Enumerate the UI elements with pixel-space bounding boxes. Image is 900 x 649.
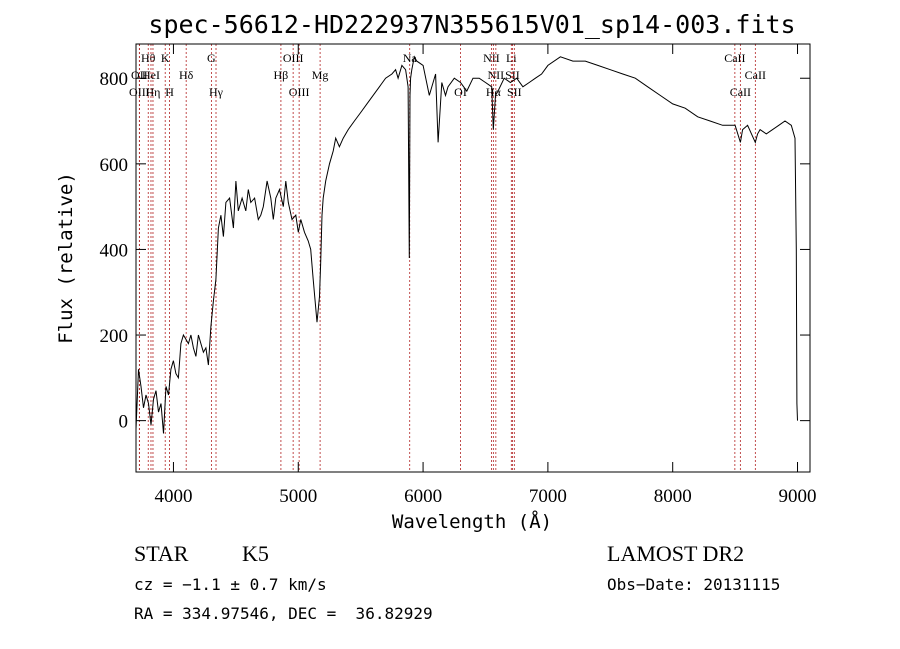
emission-line-label: G xyxy=(207,51,216,65)
y-tick-label: 800 xyxy=(100,69,129,90)
emission-line-label: Hθ xyxy=(141,51,156,65)
y-axis-label: Flux (relative) xyxy=(55,172,77,344)
survey-name: LAMOST DR2 xyxy=(607,541,745,566)
y-tick-label: 0 xyxy=(119,412,129,433)
emission-line-label: NII xyxy=(483,51,500,65)
emission-line-label: SII xyxy=(507,85,522,99)
plot-frame xyxy=(135,43,811,473)
emission-line-label: CaII xyxy=(745,68,766,82)
obs-date: Obs−Date: 20131115 xyxy=(607,575,781,594)
y-tick-label: 600 xyxy=(100,155,129,176)
emission-line-label: CaII xyxy=(730,85,751,99)
emission-line-label: OIII xyxy=(289,85,310,99)
emission-line-label: K xyxy=(161,51,170,65)
subclass: K5 xyxy=(242,541,269,566)
chart-title: spec-56612-HD222937N355615V01_sp14-003.f… xyxy=(148,10,795,39)
x-tick-label: 5000 xyxy=(279,486,317,507)
x-axis-label: Wavelength (Å) xyxy=(392,510,552,533)
emission-line-label: Hα xyxy=(486,85,502,99)
y-tick-label: 200 xyxy=(100,326,129,347)
emission-line-label: HeI xyxy=(142,68,160,82)
emission-line-label: Hγ xyxy=(209,85,224,99)
redshift-text: cz = −1.1 ± 0.7 km/s xyxy=(134,575,327,594)
emission-line-label: OI xyxy=(454,85,467,99)
x-tick-label: 6000 xyxy=(404,486,442,507)
object-class: STAR xyxy=(134,541,189,566)
x-tick-label: 8000 xyxy=(654,486,692,507)
emission-line-label: H xyxy=(165,85,174,99)
emission-line-label: Hδ xyxy=(179,68,194,82)
x-tick-label: 9000 xyxy=(779,486,817,507)
spectrum-series-line xyxy=(135,55,798,434)
emission-line-label: Mg xyxy=(312,68,329,82)
emission-line-label: OIII xyxy=(129,85,150,99)
x-tick-label: 4000 xyxy=(154,486,192,507)
emission-line-label: CaII xyxy=(724,51,745,65)
emission-line-label: NII xyxy=(488,68,505,82)
x-tick-label: 7000 xyxy=(529,486,567,507)
emission-line-label: OIII xyxy=(283,51,304,65)
coordinates: RA = 334.97546, DEC = 36.82929 xyxy=(134,604,433,623)
emission-line-label: Hβ xyxy=(274,68,289,82)
y-tick-label: 400 xyxy=(100,240,129,261)
emission-line-label: Hη xyxy=(145,85,160,99)
emission-line-label: Li xyxy=(506,51,517,65)
